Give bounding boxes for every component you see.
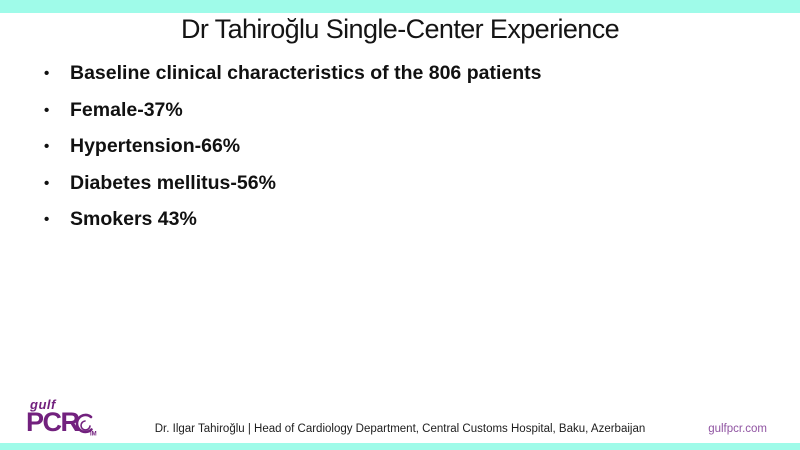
logo-gim-suffix: IM [90,432,97,438]
bullet-text: Hypertension-66% [70,135,241,157]
logo-pcr-text: PCR [26,407,80,437]
bullet-icon: • [44,211,50,228]
slide-footer: gulf PCR IM Dr. Ilgar Tahiroğlu | Head o… [0,395,800,443]
bullet-text: Smokers 43% [70,208,197,230]
gulfpcr-link[interactable]: gulfpcr.com [700,423,767,435]
bullet-list: • Baseline clinical characteristics of t… [40,62,740,245]
bullet-icon: • [44,65,50,82]
bullet-text: Female-37% [70,98,183,121]
bullet-text: Baseline clinical characteristics of the… [70,62,542,84]
bullet-icon: • [44,101,50,119]
list-item: • Baseline clinical characteristics of t… [40,62,740,86]
bullet-icon: • [44,138,50,155]
list-item: • Smokers 43% [40,208,740,232]
list-item: • Hypertension-66% [40,135,740,159]
bullet-icon: • [44,174,50,192]
top-accent-bar [0,0,800,13]
gulf-pcr-logo: gulf PCR IM [26,397,126,441]
gim-circle-icon: IM [73,412,99,443]
bullet-text: Diabetes mellitus-56% [70,171,276,194]
bottom-accent-bar [0,443,800,450]
logo-gulf-text: gulf [30,397,56,412]
slide-title: Dr Tahiroğlu Single-Center Experience [180,14,620,44]
list-item: • Female-37% [40,99,740,123]
credit-line: Dr. Ilgar Tahiroğlu | Head of Cardiology… [154,423,646,435]
list-item: • Diabetes mellitus-56% [40,172,740,196]
